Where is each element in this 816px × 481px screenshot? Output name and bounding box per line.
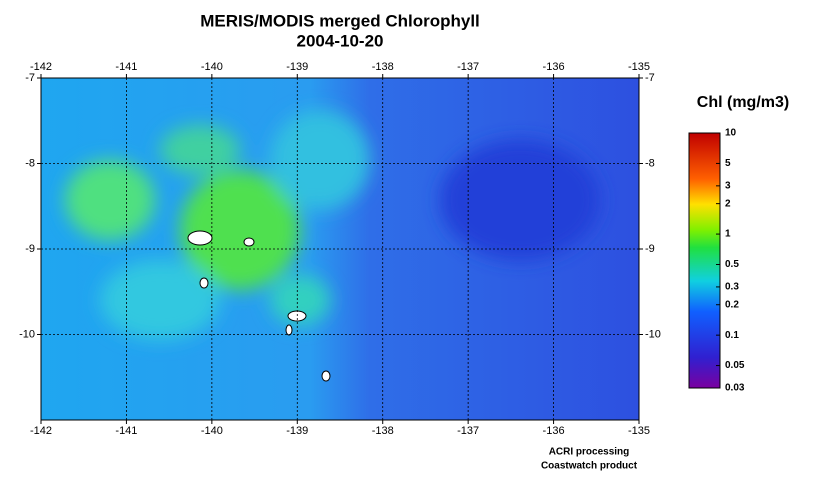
x-tick-label: -136: [543, 425, 565, 437]
colorbar-label: 2: [725, 198, 731, 209]
x-tick-label: -139: [286, 425, 308, 437]
colorbar-label: 0.05: [725, 360, 745, 371]
island: [285, 324, 293, 336]
credit: ACRI processing: [549, 447, 630, 458]
colorbar-label: 5: [725, 158, 731, 169]
island: [187, 230, 213, 246]
colorbar-label: 0.1: [725, 330, 739, 341]
y-tick-label: -9: [25, 243, 35, 255]
x-tick-label: -142: [30, 425, 52, 437]
x-tick-label: -139: [286, 61, 308, 73]
credit: Coastwatch product: [541, 461, 638, 472]
colorbar-label: 0.2: [725, 299, 739, 310]
x-tick-label: -141: [115, 61, 137, 73]
x-tick-label: -137: [457, 61, 479, 73]
y-tick-label: -7: [645, 72, 655, 84]
colorbar: [688, 132, 721, 389]
x-tick-label: -137: [457, 425, 479, 437]
bloom: [100, 260, 220, 340]
chlorophyll-field: [65, 110, 600, 340]
colorbar-label: 10: [725, 128, 737, 139]
island: [199, 277, 209, 289]
bloom: [65, 160, 155, 240]
subtitle: 2004-10-20: [297, 31, 384, 50]
y-tick-label: -10: [645, 328, 661, 340]
island: [243, 237, 255, 247]
islands: [187, 230, 331, 382]
colorbar-label: 0.03: [725, 383, 745, 394]
title: MERIS/MODIS merged Chlorophyll: [200, 11, 480, 30]
bloom: [270, 110, 370, 210]
bloom: [180, 170, 300, 290]
x-tick-label: -140: [201, 425, 223, 437]
x-tick-label: -135: [628, 425, 650, 437]
y-tick-label: -8: [645, 157, 655, 169]
colorbar-label: 1: [725, 229, 731, 240]
x-tick-label: -136: [543, 61, 565, 73]
low: [440, 140, 600, 260]
bloom: [270, 275, 330, 325]
island: [321, 370, 331, 382]
map-image: [41, 78, 639, 420]
colorbar-label: 0.3: [725, 282, 739, 293]
x-tick-label: -135: [628, 61, 650, 73]
y-tick-label: -10: [19, 328, 35, 340]
colorbar-label: 3: [725, 180, 731, 191]
x-tick-label: -142: [30, 61, 52, 73]
x-tick-label: -141: [115, 425, 137, 437]
y-tick-label: -9: [645, 243, 655, 255]
x-tick-label: -138: [372, 61, 394, 73]
colorbar-title: Chl (mg/m3): [697, 94, 789, 111]
y-tick-label: -7: [25, 72, 35, 84]
bloom: [160, 125, 240, 175]
x-tick-label: -140: [201, 61, 223, 73]
x-tick-label: -138: [372, 425, 394, 437]
colorbar-label: 0.5: [725, 259, 739, 270]
y-tick-label: -8: [25, 157, 35, 169]
